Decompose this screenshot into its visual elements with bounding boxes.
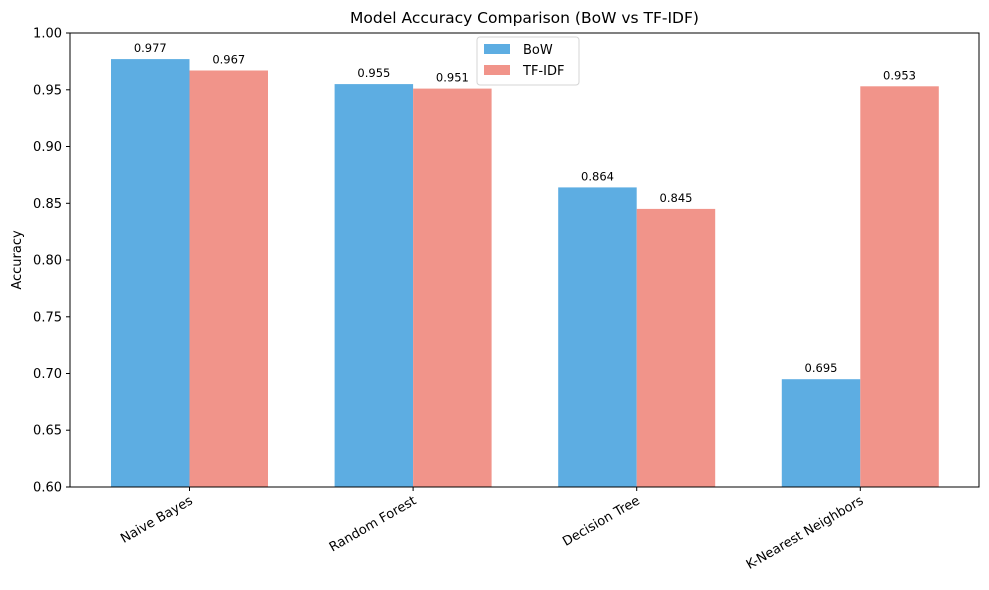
legend-swatch-bow [484, 44, 510, 54]
data-label: 0.977 [134, 41, 167, 55]
y-axis-label: Accuracy [10, 230, 25, 290]
data-label: 0.953 [883, 68, 916, 82]
legend-label: TF-IDF [522, 64, 564, 79]
data-label: 0.864 [581, 169, 614, 183]
legend: BoW TF-IDF [476, 36, 580, 86]
y-tick-label: 0.60 [33, 481, 62, 496]
y-tick-label: 0.95 [33, 83, 62, 98]
y-tick-label: 0.85 [33, 197, 62, 212]
y-tick-label: 0.75 [33, 310, 62, 325]
y-tick-label: 0.90 [33, 140, 62, 155]
bar-tf-idf-0 [189, 70, 268, 487]
chart-title: Model Accuracy Comparison (BoW vs TF-IDF… [350, 9, 699, 27]
bar-bow-0 [111, 59, 190, 487]
plot-area: 0.977 0.955 0.864 0.695 0.967 0.951 0.845 0.953 [69, 32, 980, 488]
bar-bow-2 [558, 187, 637, 487]
y-tick-label: 0.80 [33, 254, 62, 269]
y-axis: 0.60 0.65 0.70 0.75 0.80 0.85 0.90 0.95 1.00 [33, 27, 70, 496]
bar-bow-3 [781, 379, 861, 487]
bar-bow-1 [334, 84, 414, 487]
y-tick-label: 0.70 [33, 367, 62, 382]
bar-tf-idf-2 [636, 208, 716, 487]
legend-label: BoW [523, 43, 553, 58]
bar-tf-idf-3 [860, 86, 939, 488]
data-label: 0.967 [212, 53, 245, 67]
data-label: 0.955 [357, 66, 390, 80]
bar-tf-idf-1 [413, 88, 492, 487]
data-label: 0.845 [660, 191, 693, 205]
legend-swatch-tf-idf [484, 65, 510, 75]
y-tick-label: 1.00 [33, 27, 62, 42]
data-label: 0.695 [805, 361, 838, 375]
y-tick-label: 0.65 [33, 424, 62, 439]
data-label: 0.951 [436, 71, 469, 85]
